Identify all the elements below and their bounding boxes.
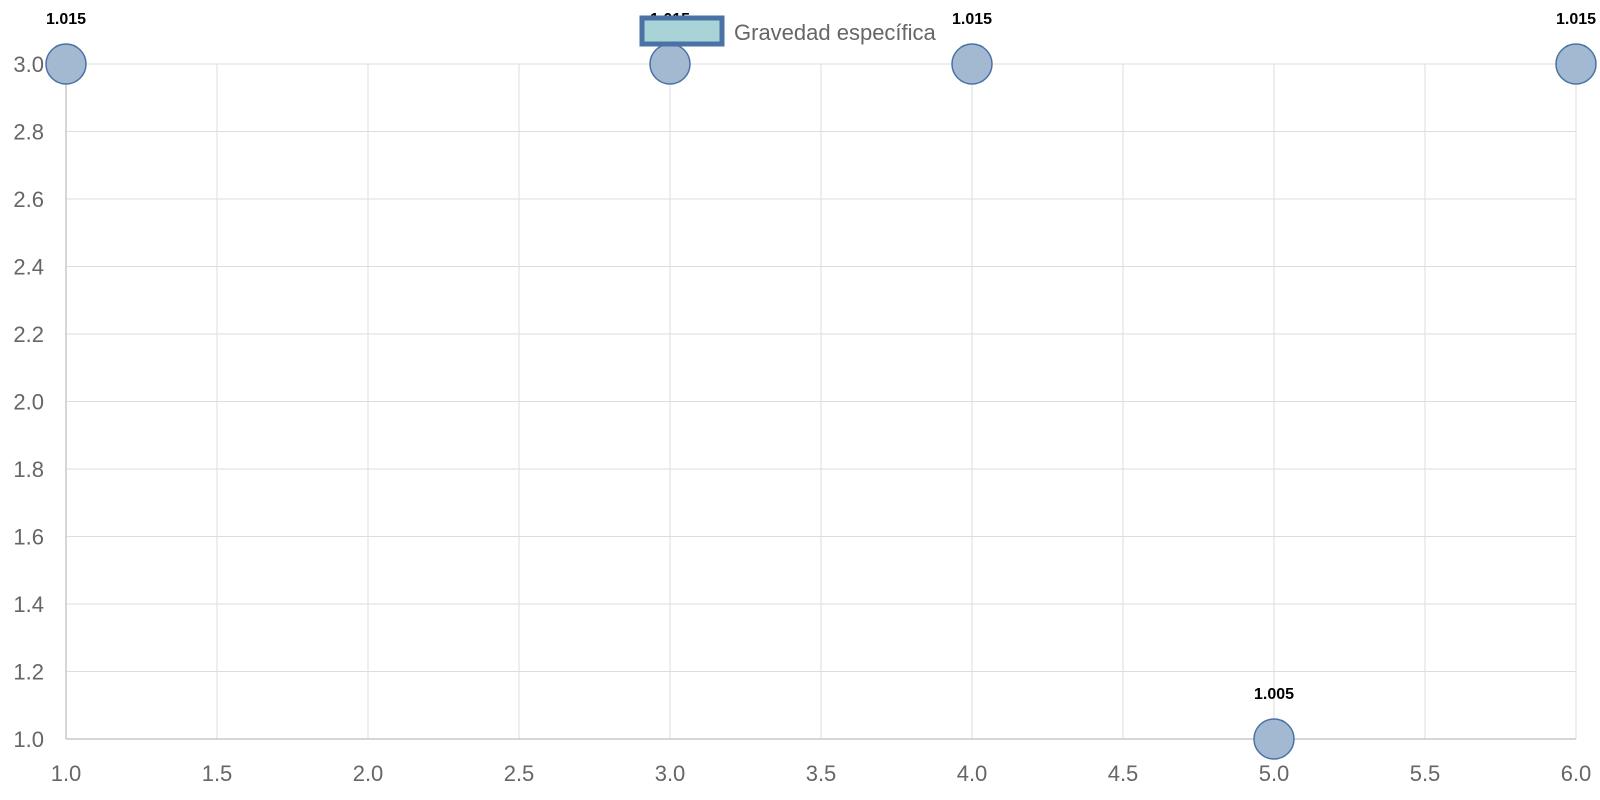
axes	[65, 64, 1576, 740]
data-label: 1.015	[1556, 11, 1596, 28]
legend-swatch	[639, 15, 725, 47]
x-tick-label: 4.0	[957, 761, 988, 786]
y-tick-label: 2.8	[13, 120, 44, 145]
data-point[interactable]	[45, 43, 87, 85]
data-point[interactable]	[1555, 43, 1597, 85]
y-tick-label: 2.0	[13, 390, 44, 415]
data-point[interactable]	[951, 43, 993, 85]
x-tick-label: 5.0	[1259, 761, 1290, 786]
y-tick-label: 1.4	[13, 592, 44, 617]
data-label: 1.015	[952, 11, 992, 28]
x-tick-label: 3.5	[806, 761, 837, 786]
x-tick-label: 2.5	[504, 761, 535, 786]
data-point[interactable]	[649, 43, 691, 85]
tick-labels: 1.0 1.5 2.0 2.5 3.0 3.5 4.0 4.5 5.0 5.5 6.0 1.0 1.2 1…	[13, 52, 1591, 786]
x-tick-label: 1.5	[202, 761, 233, 786]
x-tick-label: 1.0	[51, 761, 82, 786]
data-point[interactable]	[1253, 718, 1295, 760]
x-tick-label: 2.0	[353, 761, 384, 786]
y-tick-label: 1.8	[13, 457, 44, 482]
data-label: 1.015	[46, 11, 86, 28]
x-tick-label: 4.5	[1108, 761, 1139, 786]
y-tick-label: 1.6	[13, 525, 44, 550]
grid	[65, 63, 1577, 740]
legend[interactable]: Gravedad específica	[639, 15, 937, 47]
y-tick-label: 3.0	[13, 52, 44, 77]
legend-label: Gravedad específica	[734, 20, 937, 45]
x-tick-label: 3.0	[655, 761, 686, 786]
y-tick-label: 1.0	[13, 727, 44, 752]
data-label: 1.005	[1254, 686, 1294, 703]
y-tick-label: 2.2	[13, 322, 44, 347]
x-tick-label: 6.0	[1561, 761, 1592, 786]
y-tick-label: 2.6	[13, 187, 44, 212]
data-points	[45, 43, 1597, 760]
y-tick-label: 2.4	[13, 255, 44, 280]
y-tick-label: 1.2	[13, 660, 44, 685]
x-tick-label: 5.5	[1410, 761, 1441, 786]
